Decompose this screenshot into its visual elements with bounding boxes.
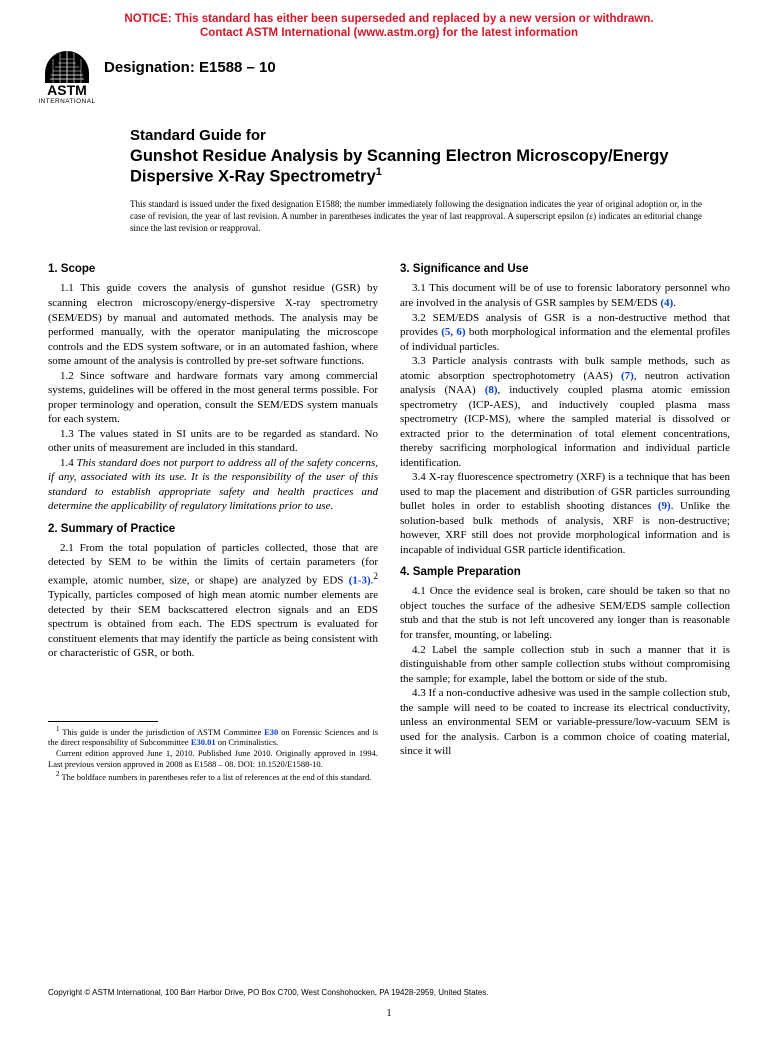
designation: Designation: E1588 – 10 (98, 49, 276, 76)
fn2txt: The boldface numbers in parentheses refe… (60, 772, 372, 782)
column-left: 1. Scope 1.1 This guide covers the analy… (48, 254, 378, 782)
svg-text:INTERNATIONAL: INTERNATIONAL (38, 98, 95, 105)
scope-p4-lead: 1.4 (60, 457, 77, 469)
summary-p1: 2.1 From the total population of particl… (48, 541, 378, 661)
sp-p3: 4.3 If a non-conductive adhesive was use… (400, 686, 730, 759)
summary-fnmark: 2 (373, 571, 378, 581)
issuance-note: This standard is issued under the fixed … (0, 187, 778, 234)
copyright: Copyright © ASTM International, 100 Barr… (48, 988, 489, 997)
main-title: Gunshot Residue Analysis by Scanning Ele… (130, 146, 708, 188)
scope-p2: 1.2 Since software and hardware formats … (48, 369, 378, 427)
body-columns: 1. Scope 1.1 This guide covers the analy… (0, 234, 778, 782)
ref-e3001[interactable]: E30.01 (191, 737, 216, 747)
fn1a: This guide is under the jurisdiction of … (60, 727, 265, 737)
title-prefix: Standard Guide for (130, 127, 708, 146)
summary-p1c: Typically, particles composed of high me… (48, 589, 378, 659)
title-footnote-mark: 1 (376, 166, 382, 178)
scope-p4: 1.4 This standard does not purport to ad… (48, 456, 378, 514)
footnote-1-line2: Current edition approved June 1, 2010. P… (48, 748, 378, 770)
sig-p2: 3.2 SEM/EDS analysis of GSR is a non-des… (400, 311, 730, 355)
sig-p1: 3.1 This document will be of use to fore… (400, 281, 730, 310)
sig-p1a: 3.1 This document will be of use to fore… (400, 282, 730, 309)
column-right: 3. Significance and Use 3.1 This documen… (400, 254, 730, 782)
scope-p1: 1.1 This guide covers the analysis of gu… (48, 281, 378, 368)
title-block: Standard Guide for Gunshot Residue Analy… (0, 105, 778, 188)
sp-p1: 4.1 Once the evidence seal is broken, ca… (400, 584, 730, 642)
sig-p3c: , inductively coupled plasma atomic emis… (400, 384, 730, 469)
significance-heading: 3. Significance and Use (400, 262, 730, 277)
notice-line1: NOTICE: This standard has either been su… (124, 13, 653, 25)
notice-banner: NOTICE: This standard has either been su… (0, 0, 778, 43)
notice-line2: Contact ASTM International (www.astm.org… (200, 27, 578, 39)
sig-p1b: . (673, 297, 676, 309)
footnotes: 1 This guide is under the jurisdiction o… (48, 725, 378, 783)
ref-4[interactable]: (4) (660, 297, 673, 309)
footnote-1: 1 This guide is under the jurisdiction o… (48, 725, 378, 749)
ref-8[interactable]: (8) (485, 384, 498, 396)
sp-p2: 4.2 Label the sample collection stub in … (400, 643, 730, 687)
fn1c: on Criminalistics. (216, 737, 279, 747)
scope-p4-body: This standard does not purport to addres… (48, 457, 378, 513)
page-number: 1 (0, 1007, 778, 1019)
scope-heading: 1. Scope (48, 262, 378, 277)
ref-5-6[interactable]: (5, 6) (441, 326, 465, 338)
ref-e30[interactable]: E30 (264, 727, 278, 737)
scope-p3: 1.3 The values stated in SI units are to… (48, 427, 378, 456)
footnote-2: 2 The boldface numbers in parentheses re… (48, 770, 378, 783)
title-text: Gunshot Residue Analysis by Scanning Ele… (130, 147, 669, 186)
ref-1-3[interactable]: (1-3) (349, 575, 371, 587)
svg-text:ASTM: ASTM (47, 82, 87, 98)
summary-heading: 2. Summary of Practice (48, 522, 378, 537)
summary-p1a: 2.1 From the total population of particl… (48, 542, 378, 587)
ref-9[interactable]: (9) (658, 500, 671, 512)
sample-prep-heading: 4. Sample Preparation (400, 565, 730, 580)
sig-p4: 3.4 X-ray fluorescence spectrometry (XRF… (400, 470, 730, 557)
footnote-rule (48, 721, 158, 722)
sig-p3: 3.3 Particle analysis contrasts with bul… (400, 354, 730, 470)
astm-logo: ASTM INTERNATIONAL (36, 49, 98, 105)
document-header: ASTM INTERNATIONAL Designation: E1588 – … (0, 43, 778, 105)
ref-7[interactable]: (7) (621, 370, 634, 382)
